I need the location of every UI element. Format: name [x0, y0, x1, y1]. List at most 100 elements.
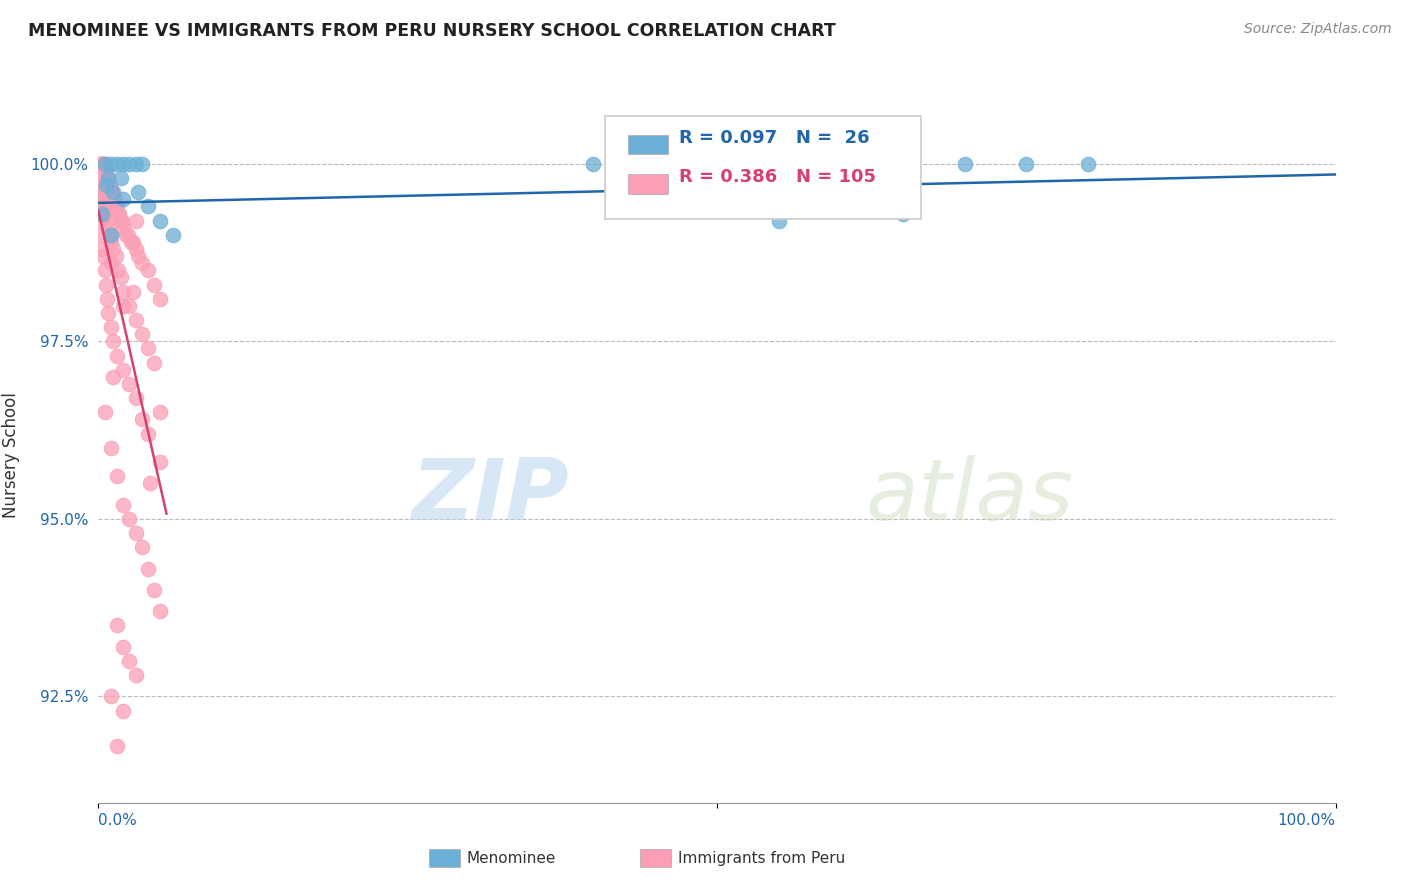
Point [94, 164, 117, 178]
Point [131, 412, 153, 426]
Point [117, 227, 139, 242]
Point [118, 654, 141, 668]
Point [1015, 157, 1038, 171]
Point [127, 249, 149, 263]
Point [93, 192, 115, 206]
Point [143, 582, 166, 597]
Point [149, 213, 172, 227]
Point [103, 334, 125, 349]
Point [124, 157, 146, 171]
Point [136, 561, 159, 575]
Point [90, 157, 112, 171]
Point [110, 270, 132, 285]
Point [136, 342, 159, 356]
Point [98, 227, 121, 242]
Point [100, 441, 122, 455]
Point [103, 192, 125, 206]
Point [149, 405, 172, 419]
Point [91, 157, 114, 171]
Point [104, 249, 127, 263]
Text: Menominee: Menominee [467, 851, 557, 865]
Point [91, 206, 114, 220]
Text: MENOMINEE VS IMMIGRANTS FROM PERU NURSERY SCHOOL CORRELATION CHART: MENOMINEE VS IMMIGRANTS FROM PERU NURSER… [28, 22, 837, 40]
Point [112, 704, 135, 718]
Point [136, 199, 159, 213]
Point [98, 178, 121, 193]
Point [112, 192, 135, 206]
Point [91, 186, 114, 200]
Point [89, 199, 111, 213]
Point [90, 213, 112, 227]
Point [93, 186, 115, 200]
Point [87, 157, 110, 171]
Point [104, 199, 127, 213]
Point [120, 235, 142, 249]
Point [149, 292, 172, 306]
Point [112, 498, 135, 512]
Text: ZIP: ZIP [411, 455, 568, 538]
Point [105, 469, 128, 483]
Point [107, 263, 129, 277]
Point [96, 213, 118, 227]
Point [105, 349, 128, 363]
Point [124, 668, 146, 682]
Point [100, 157, 122, 171]
Point [101, 186, 124, 200]
Point [90, 178, 112, 193]
Point [118, 299, 141, 313]
Point [112, 157, 135, 171]
Point [118, 512, 141, 526]
Point [112, 285, 135, 299]
Point [131, 540, 153, 554]
Point [100, 256, 122, 270]
Point [90, 227, 112, 242]
Point [122, 235, 145, 249]
Point [100, 320, 122, 334]
Point [127, 186, 149, 200]
Point [110, 213, 132, 227]
Point [111, 213, 134, 227]
Text: R = 0.386   N = 105: R = 0.386 N = 105 [679, 168, 876, 186]
Point [112, 640, 135, 654]
Point [143, 277, 166, 292]
Text: 100.0%: 100.0% [1278, 814, 1336, 829]
Point [93, 249, 115, 263]
Point [105, 739, 128, 753]
Point [112, 220, 135, 235]
Point [149, 455, 172, 469]
Point [706, 178, 728, 193]
Point [103, 186, 125, 200]
Point [97, 171, 120, 186]
Point [105, 157, 128, 171]
Point [891, 206, 914, 220]
Point [112, 362, 135, 376]
Point [100, 235, 122, 249]
Point [89, 157, 111, 171]
Point [830, 178, 852, 193]
Point [100, 690, 122, 704]
Point [93, 199, 115, 213]
Point [108, 206, 131, 220]
Point [112, 299, 135, 313]
Point [97, 171, 120, 186]
Text: Source: ZipAtlas.com: Source: ZipAtlas.com [1244, 22, 1392, 37]
Point [103, 192, 125, 206]
Point [96, 164, 118, 178]
Point [118, 376, 141, 391]
Point [143, 356, 166, 370]
Point [97, 178, 120, 193]
Point [124, 391, 146, 405]
Point [105, 618, 128, 632]
Point [139, 476, 162, 491]
Point [118, 157, 141, 171]
Point [136, 426, 159, 441]
Point [96, 171, 118, 186]
Point [89, 206, 111, 220]
Point [124, 313, 146, 327]
Point [89, 157, 111, 171]
Point [94, 277, 117, 292]
Point [105, 199, 128, 213]
Point [114, 227, 136, 242]
Point [131, 256, 153, 270]
Point [124, 242, 146, 256]
